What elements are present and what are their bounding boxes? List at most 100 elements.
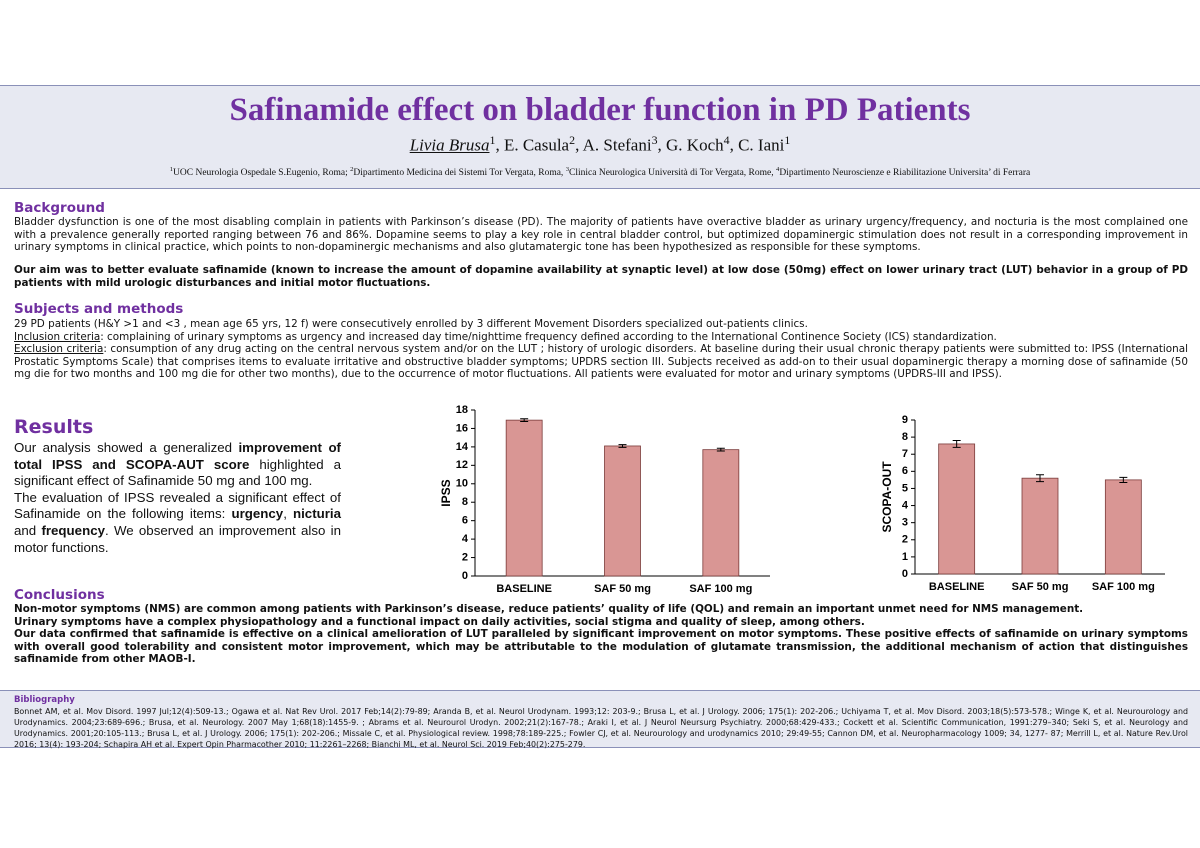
- affiliations: 1UOC Neurologia Ospedale S.Eugenio, Roma…: [0, 166, 1200, 178]
- y-tick-label: 8: [462, 496, 468, 508]
- chart: 0 1 2 3 4 5 6 7 8 9 SCOPA-OUT BASELINE SAF 50 mg SAF …: [880, 414, 1165, 593]
- author: A. Stefani: [582, 135, 652, 155]
- y-tick-label: 12: [456, 459, 468, 471]
- methods-text: 29 PD patients (H&Y >1 and <3 , mean age…: [14, 318, 1188, 381]
- bar: [1021, 477, 1059, 575]
- author-sup: 2: [569, 133, 576, 147]
- run: The evaluation of IPSS revealed a signif…: [14, 489, 341, 522]
- affil: Dipartimento Medicina dei Sistemi Tor Ve…: [353, 168, 566, 179]
- y-axis-label: SCOPA-OUT: [880, 461, 894, 533]
- x-tick-label: SAF 100 mg: [1092, 581, 1155, 593]
- x-tick-label: SAF 50 mg: [1012, 581, 1069, 593]
- error-bar: [716, 447, 725, 452]
- bibliography-band: [0, 690, 1200, 748]
- y-tick-label: 3: [902, 517, 908, 529]
- authors: Livia Brusa1, E. Casula2, A. Stefani3, G…: [0, 133, 1200, 156]
- sep: ,: [575, 135, 583, 155]
- run: and: [14, 522, 42, 538]
- conclusions-text: Non-motor symptoms (NMS) are common amon…: [14, 603, 1188, 666]
- y-tick-label: 6: [902, 465, 908, 477]
- y-tick-label: 4: [902, 499, 909, 511]
- y-tick-label: 6: [462, 515, 468, 527]
- run: Our analysis showed a generalized: [14, 440, 239, 455]
- section-heading: Subjects and methods: [14, 301, 184, 317]
- affil-sup: 1: [169, 166, 174, 173]
- x-tick-label: BASELINE: [496, 583, 552, 595]
- affil-sup: 4: [775, 166, 780, 173]
- sep: ,: [495, 135, 504, 155]
- run: highlighted a significant effect of Safi…: [14, 456, 342, 489]
- affil: UOC Neurologia Ospedale S.Eugenio, Roma;: [173, 168, 351, 179]
- y-tick-label: 2: [902, 534, 908, 546]
- y-tick-label: 0: [462, 570, 468, 582]
- run: . We observed an improvement also in mot…: [14, 522, 341, 555]
- author: Livia Brusa: [409, 135, 490, 155]
- section-heading: Results: [14, 416, 94, 438]
- x-tick-label: SAF 100 mg: [689, 583, 752, 595]
- y-tick-label: 14: [456, 441, 469, 453]
- results-text: Our analysis showed a generalized improv…: [14, 440, 341, 556]
- aim: Our aim was to better evaluate safinamid…: [14, 264, 1188, 289]
- bar: [702, 449, 740, 577]
- x-tick-label: SAF 50 mg: [594, 583, 651, 595]
- bibliography-heading: Bibliography: [14, 695, 75, 705]
- y-tick-label: 10: [456, 478, 468, 490]
- section-heading: Conclusions: [14, 587, 105, 603]
- sep: ,: [657, 135, 667, 155]
- affil: Clinica Neurologica Università di Tor Ve…: [569, 168, 776, 179]
- error-bar: [1036, 474, 1044, 483]
- author: C. Iani: [738, 135, 785, 155]
- text: : consumption of any drug acting on the …: [14, 343, 1188, 381]
- author-sup: 1: [489, 133, 496, 147]
- poster-title: Safinamide effect on bladder function in…: [229, 92, 971, 128]
- paragraph: Our analysis showed a generalized improv…: [14, 440, 341, 490]
- paragraph: Our data confirmed that safinamide is ef…: [14, 628, 1188, 666]
- affil: Dipartimento Neuroscienze e Riabilitazio…: [779, 168, 1031, 179]
- author-sup: 3: [651, 133, 658, 147]
- author-sup: 4: [723, 133, 730, 147]
- y-tick-label: 8: [902, 431, 908, 443]
- header-band: [0, 85, 1200, 189]
- y-tick-label: 0: [902, 568, 908, 580]
- run: ,: [283, 506, 293, 522]
- run: nicturia: [292, 506, 342, 522]
- affil-sup: 2: [350, 166, 354, 173]
- bar: [1104, 479, 1142, 575]
- affil-sup: 3: [565, 166, 570, 173]
- paragraph: Urinary symptoms have a complex physiopa…: [14, 615, 865, 628]
- bar: [938, 443, 976, 575]
- paragraph: The evaluation of IPSS revealed a signif…: [14, 490, 341, 556]
- error-bar: [520, 418, 529, 423]
- x-tick-label: BASELINE: [929, 581, 985, 593]
- run: improvement of total IPSS and SCOPA-AUT …: [14, 440, 341, 472]
- paragraph: Exclusion criteria: consumption of any d…: [14, 343, 1188, 381]
- bar: [505, 419, 543, 577]
- chart: 0 2 4 6 8 10 12 14 16 18 IPSS BASELINE SAF 50 mg SAF …: [439, 404, 770, 595]
- label: Exclusion criteria: [14, 343, 104, 356]
- y-tick-label: 18: [456, 404, 468, 416]
- author-sup: 1: [784, 133, 791, 147]
- author: E. Casula: [503, 135, 570, 155]
- y-tick-label: 7: [902, 448, 908, 460]
- paragraph: Bladder dysfunction is one of the most d…: [14, 216, 1188, 254]
- y-tick-label: 1: [902, 551, 908, 563]
- error-bar: [618, 444, 627, 448]
- section-heading: Background: [14, 200, 105, 216]
- text: : complaining of urinary symptoms as urg…: [100, 330, 997, 343]
- y-axis-label: IPSS: [439, 479, 453, 506]
- y-tick-label: 9: [902, 414, 908, 426]
- label: Inclusion criteria: [14, 330, 101, 343]
- paragraph: Inclusion criteria: complaining of urina…: [14, 331, 1188, 344]
- author: G. Koch: [666, 135, 724, 155]
- bar: [604, 445, 641, 577]
- y-tick-label: 2: [462, 551, 468, 563]
- y-tick-label: 4: [462, 533, 469, 545]
- run: frequency: [41, 522, 105, 538]
- sep: ,: [729, 135, 739, 155]
- bibliography-text: Bonnet AM, et al. Mov Disord. 1997 Jul;1…: [14, 707, 1188, 749]
- error-bar: [952, 440, 961, 448]
- y-tick-label: 16: [456, 422, 468, 434]
- paragraph: Non-motor symptoms (NMS) are common amon…: [14, 603, 1084, 615]
- paragraph: 29 PD patients (H&Y >1 and <3 , mean age…: [14, 318, 808, 330]
